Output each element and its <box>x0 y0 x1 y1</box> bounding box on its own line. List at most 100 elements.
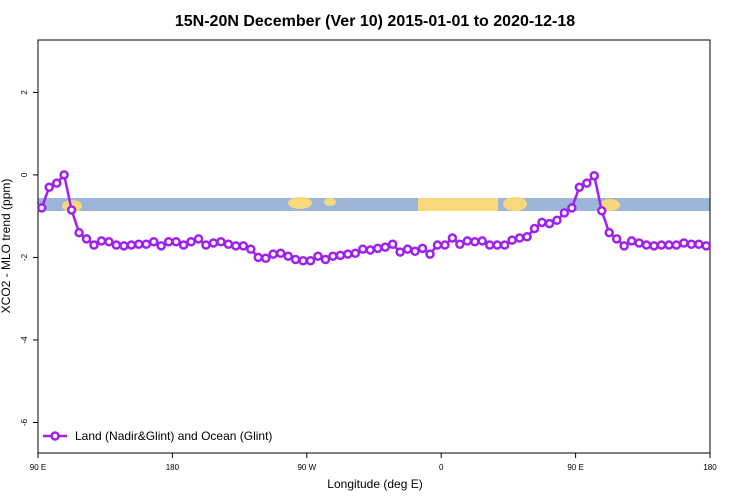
y-tick-label: -2 <box>20 253 29 261</box>
point <box>634 238 644 248</box>
point <box>328 251 338 261</box>
point <box>253 252 264 263</box>
point <box>141 239 152 249</box>
point <box>559 208 570 218</box>
point <box>499 240 510 250</box>
point <box>372 243 383 254</box>
point <box>656 240 667 250</box>
point <box>358 244 368 254</box>
point <box>671 240 682 250</box>
x-tick-label: 180 <box>166 463 180 472</box>
y-tick-label: -6 <box>20 418 29 426</box>
point <box>589 170 600 181</box>
point <box>178 240 189 250</box>
point <box>641 240 652 250</box>
point <box>193 234 204 244</box>
point <box>522 232 532 242</box>
point <box>455 239 465 249</box>
point <box>208 238 219 248</box>
point <box>163 237 174 247</box>
point <box>51 178 62 188</box>
point <box>238 241 249 251</box>
point <box>290 254 301 265</box>
point <box>365 245 376 255</box>
point <box>111 240 122 250</box>
point <box>410 246 420 256</box>
point <box>148 237 159 247</box>
point <box>320 254 331 265</box>
point <box>59 170 69 180</box>
y-tick-label: 2 <box>20 90 29 95</box>
x-tick-label: 90 W <box>297 463 316 472</box>
point <box>544 218 555 229</box>
point <box>74 227 84 238</box>
legend-marker <box>50 431 60 441</box>
point <box>701 241 712 251</box>
point <box>477 236 488 246</box>
point <box>567 203 577 213</box>
legend-label: Land (Nadir&Glint) and Ocean (Glint) <box>75 429 272 443</box>
point <box>679 238 689 248</box>
point <box>507 235 517 245</box>
point <box>313 251 323 261</box>
point <box>298 255 308 266</box>
y-axis-label: XCO2 - MLO trend (ppm) <box>0 179 13 314</box>
point <box>126 240 137 250</box>
point <box>604 227 614 238</box>
point <box>36 203 47 213</box>
point <box>484 240 495 250</box>
point <box>626 236 637 246</box>
point <box>582 178 592 188</box>
point <box>171 237 181 247</box>
point <box>425 249 435 259</box>
point <box>268 249 278 259</box>
point <box>44 182 54 193</box>
x-tick-label: 180 <box>703 463 717 472</box>
point <box>492 240 502 250</box>
point <box>186 237 196 247</box>
point <box>335 250 346 261</box>
point <box>611 234 622 244</box>
x-tick-label: 90 E <box>30 463 46 472</box>
x-tick-label: 0 <box>439 463 444 472</box>
x-tick-label: 90 E <box>567 463 583 472</box>
point <box>305 255 316 266</box>
chart-title: 15N-20N December (Ver 10) 2015-01-01 to … <box>175 13 575 30</box>
point <box>664 240 674 250</box>
point <box>537 217 547 228</box>
x-axis-label: Longitude (deg E) <box>327 477 422 491</box>
point <box>686 239 697 249</box>
point <box>395 247 405 257</box>
point <box>343 249 353 259</box>
point <box>96 236 107 246</box>
point <box>514 233 525 243</box>
point <box>417 243 428 254</box>
point <box>119 241 129 251</box>
point <box>134 239 144 249</box>
point <box>283 251 293 261</box>
point <box>649 241 659 251</box>
land-ocean-strip <box>38 197 710 212</box>
point <box>89 240 99 250</box>
point <box>694 239 704 249</box>
point <box>402 244 413 254</box>
point <box>596 206 607 216</box>
point <box>529 223 540 234</box>
point <box>81 234 92 244</box>
point <box>380 242 390 252</box>
point <box>231 241 241 251</box>
point <box>260 253 271 264</box>
point <box>104 237 114 247</box>
y-tick-label: -4 <box>20 336 29 344</box>
point <box>201 240 211 250</box>
point <box>223 239 234 249</box>
point <box>440 240 450 250</box>
point <box>574 182 585 193</box>
point <box>275 248 286 259</box>
point <box>462 236 473 246</box>
point <box>447 233 458 243</box>
point <box>432 240 443 250</box>
point <box>470 237 480 247</box>
point <box>246 244 256 254</box>
